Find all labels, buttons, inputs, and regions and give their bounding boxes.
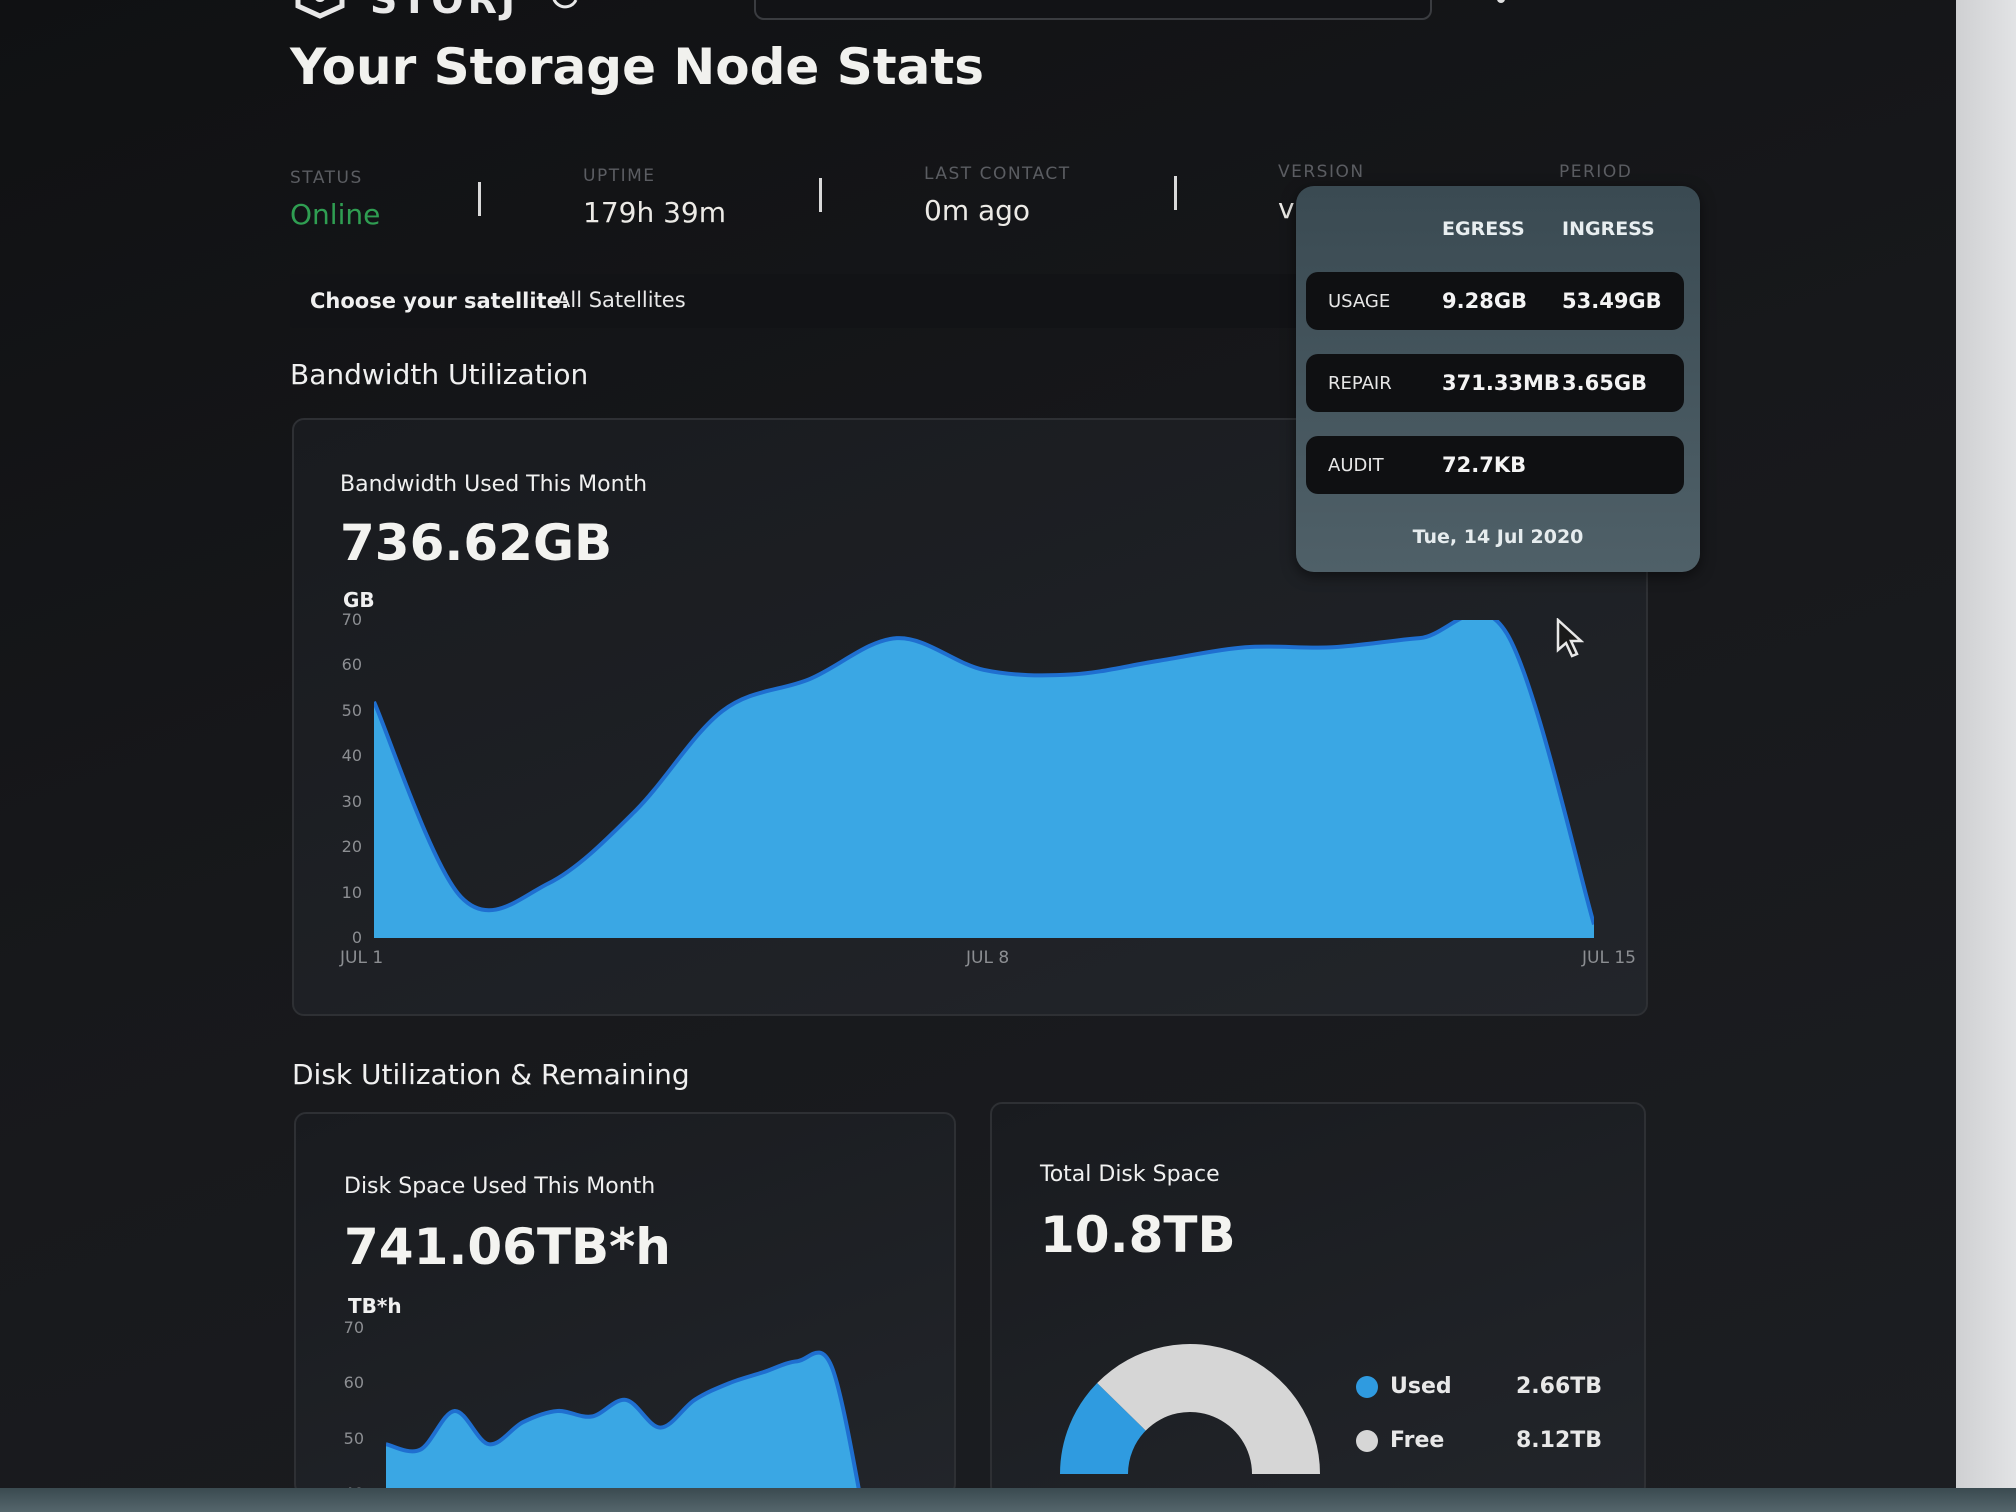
storj-logo-icon[interactable] bbox=[290, 0, 350, 20]
y-tick-label: 30 bbox=[341, 791, 362, 811]
bandwidth-card-title: Bandwidth Used This Month bbox=[340, 472, 648, 497]
tooltip-row-label: REPAIR bbox=[1328, 373, 1392, 394]
stat-divider bbox=[1174, 176, 1177, 210]
screen: STORJ Your Storage Node Stats STATUS Onl… bbox=[0, 0, 1975, 1503]
x-tick-label: JUL 1 bbox=[340, 948, 384, 968]
refresh-icon[interactable] bbox=[548, 0, 582, 12]
version-value: v bbox=[1278, 192, 1295, 225]
bell-icon[interactable] bbox=[1592, 0, 1626, 8]
bandwidth-tooltip: EGRESS INGRESS USAGE 9.28GB 53.49GB REPA… bbox=[1296, 186, 1700, 572]
x-tick-label: JUL 8 bbox=[966, 948, 1010, 968]
tooltip-row-repair: REPAIR 371.33MB 3.65GB bbox=[1306, 354, 1684, 412]
status-label: STATUS bbox=[290, 168, 363, 188]
tooltip-ingress-header: INGRESS bbox=[1562, 218, 1655, 240]
legend-used: Used bbox=[1356, 1374, 1452, 1399]
version-stat: VERSION v bbox=[1278, 162, 1365, 225]
last-contact-label: LAST CONTACT bbox=[924, 164, 1071, 184]
tooltip-row-audit: AUDIT 72.7KB bbox=[1306, 436, 1684, 494]
uptime-value: 179h 39m bbox=[583, 196, 726, 229]
bandwidth-series-area bbox=[374, 620, 1594, 938]
stat-divider bbox=[478, 182, 481, 216]
period-stat[interactable]: PERIOD bbox=[1559, 162, 1632, 182]
tooltip-row-label: AUDIT bbox=[1328, 455, 1384, 476]
y-tick-label: 60 bbox=[341, 655, 362, 675]
y-tick-label: 70 bbox=[341, 610, 362, 629]
total-disk-card-title: Total Disk Space bbox=[1040, 1162, 1220, 1187]
y-tick-label: 70 bbox=[343, 1318, 364, 1337]
uptime-stat: UPTIME 179h 39m bbox=[583, 166, 726, 229]
monitor-bezel bbox=[1956, 0, 2016, 1512]
disk-used-total: 741.06TB*h bbox=[344, 1218, 671, 1276]
y-tick-label: 40 bbox=[341, 746, 362, 766]
period-label: PERIOD bbox=[1559, 162, 1633, 182]
satellite-value[interactable]: All Satellites bbox=[556, 288, 686, 312]
disk-used-chart[interactable] bbox=[386, 1328, 886, 1494]
status-stat: STATUS Online bbox=[290, 168, 380, 231]
disk-used-card-title: Disk Space Used This Month bbox=[344, 1174, 656, 1199]
legend-free-label: Free bbox=[1390, 1428, 1445, 1453]
satellite-selector[interactable]: Choose your satellite: All Satellites bbox=[290, 274, 1320, 328]
status-value: Online bbox=[290, 198, 381, 231]
total-disk-card: Total Disk Space 10.8TB Used 2.66TB Free… bbox=[990, 1102, 1646, 1498]
mouse-pointer-icon bbox=[1556, 618, 1584, 658]
tooltip-ingress-value: 53.49GB bbox=[1562, 289, 1662, 313]
bandwidth-unit: GB bbox=[343, 588, 375, 612]
disk-space-donut-chart[interactable] bbox=[1050, 1334, 1330, 1484]
bandwidth-section-title: Bandwidth Utilization bbox=[290, 358, 589, 391]
top-navigation-bar: STORJ bbox=[0, 0, 1975, 30]
version-label: VERSION bbox=[1278, 162, 1365, 182]
legend-free-swatch bbox=[1356, 1430, 1378, 1452]
legend-used-value: 2.66TB bbox=[1516, 1374, 1603, 1399]
bandwidth-total: 736.62GB bbox=[340, 514, 613, 572]
bandwidth-chart[interactable] bbox=[374, 620, 1594, 938]
tooltip-row-label: USAGE bbox=[1328, 291, 1391, 312]
legend-free-value: 8.12TB bbox=[1516, 1428, 1603, 1453]
y-tick-label: 50 bbox=[341, 700, 362, 720]
satellite-label: Choose your satellite: bbox=[310, 289, 570, 313]
disk-section-title: Disk Utilization & Remaining bbox=[292, 1058, 690, 1091]
disk-used-unit: TB*h bbox=[348, 1294, 402, 1318]
legend-used-label: Used bbox=[1390, 1374, 1452, 1399]
last-contact-stat: LAST CONTACT 0m ago bbox=[924, 164, 1071, 227]
tooltip-egress-value: 72.7KB bbox=[1442, 453, 1527, 477]
uptime-label: UPTIME bbox=[583, 166, 656, 186]
tooltip-egress-value: 9.28GB bbox=[1442, 289, 1528, 313]
y-tick-label: 50 bbox=[343, 1428, 364, 1448]
kebab-menu-icon[interactable] bbox=[1496, 0, 1506, 4]
tooltip-row-usage: USAGE 9.28GB 53.49GB bbox=[1306, 272, 1684, 330]
monitor-bezel-bottom bbox=[0, 1488, 2016, 1512]
donut-slice-free[interactable] bbox=[1097, 1344, 1320, 1474]
tooltip-ingress-value: 3.65GB bbox=[1562, 371, 1648, 395]
last-contact-value: 0m ago bbox=[924, 194, 1031, 227]
bandwidth-series-line bbox=[374, 620, 1594, 925]
x-tick-label: JUL 15 bbox=[1582, 948, 1636, 968]
stat-divider bbox=[819, 178, 822, 212]
legend-free: Free bbox=[1356, 1428, 1444, 1453]
y-tick-label: 10 bbox=[341, 882, 362, 902]
disk-used-series-area bbox=[386, 1352, 866, 1494]
disk-used-card: Disk Space Used This Month 741.06TB*h TB… bbox=[294, 1112, 956, 1503]
total-disk-value: 10.8TB bbox=[1040, 1206, 1236, 1264]
y-tick-label: 0 bbox=[351, 928, 362, 947]
y-tick-label: 20 bbox=[341, 837, 362, 857]
header-search-field[interactable] bbox=[754, 0, 1432, 20]
logo-text: STORJ bbox=[370, 0, 519, 22]
donut-slice-used[interactable] bbox=[1060, 1383, 1146, 1474]
page-title: Your Storage Node Stats bbox=[290, 38, 985, 96]
y-tick-label: 60 bbox=[343, 1373, 364, 1393]
tooltip-date: Tue, 14 Jul 2020 bbox=[1412, 526, 1584, 548]
tooltip-egress-value: 371.33MB bbox=[1442, 371, 1560, 395]
legend-used-swatch bbox=[1356, 1376, 1378, 1398]
tooltip-egress-header: EGRESS bbox=[1442, 218, 1525, 240]
disk-used-series-line bbox=[386, 1350, 862, 1494]
